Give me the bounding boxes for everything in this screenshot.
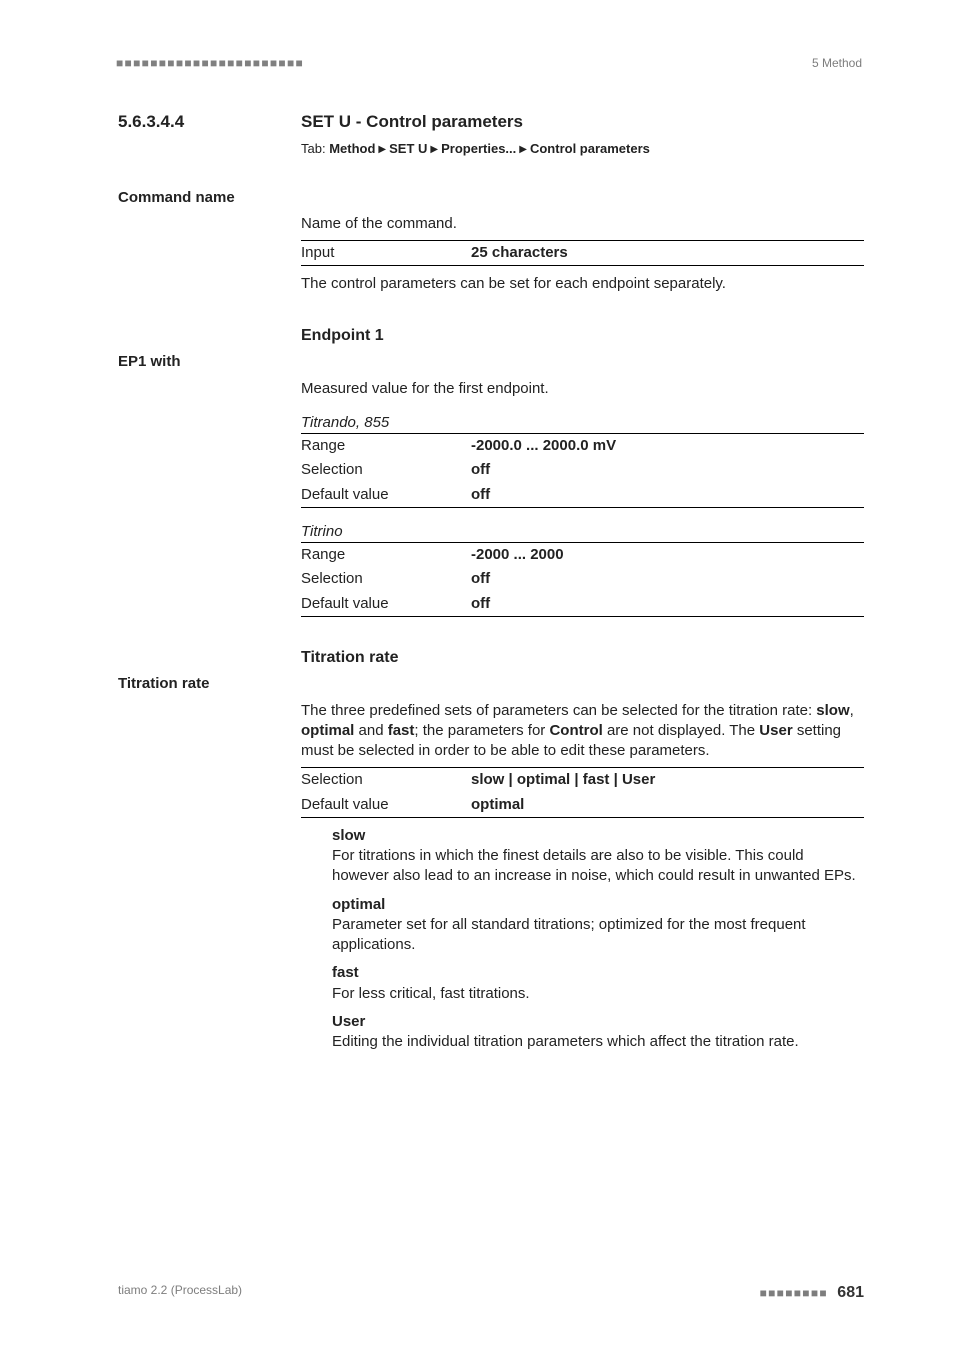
- field-ep1-with: EP1 with Measured value for the first en…: [118, 352, 864, 617]
- breadcrumb: Tab: Method▶SET U▶Properties...▶Control …: [301, 140, 864, 158]
- footer-page: ■■■■■■■■ 681: [760, 1282, 864, 1304]
- param-group-title: Titrino: [301, 522, 864, 542]
- subheading-titration-rate: Titration rate: [301, 647, 864, 669]
- page-footer: tiamo 2.2 (ProcessLab) ■■■■■■■■ 681: [118, 1282, 864, 1304]
- param-value: 25 characters: [471, 243, 864, 263]
- definition-body: For titrations in which the finest detai…: [332, 846, 864, 887]
- param-key: Selection: [301, 569, 471, 589]
- field-titration-rate: Titration rate The three predefined sets…: [118, 674, 864, 1052]
- definition-body: Parameter set for all standard titration…: [332, 915, 864, 956]
- field-description: Name of the command.: [301, 214, 864, 234]
- field-label: Titration rate: [118, 674, 864, 694]
- breadcrumb-path: Method▶SET U▶Properties...▶Control param…: [329, 141, 650, 156]
- header-dashes: ■■■■■■■■■■■■■■■■■■■■■■: [116, 55, 304, 71]
- param-value: off: [471, 569, 864, 589]
- param-row: Selection off: [301, 458, 864, 482]
- param-value: optimal: [471, 795, 864, 815]
- definition-term: User: [332, 1012, 864, 1032]
- breadcrumb-prefix: Tab:: [301, 141, 326, 156]
- param-key: Range: [301, 436, 471, 456]
- param-value: -2000.0 ... 2000.0 mV: [471, 436, 864, 456]
- param-row: Range -2000.0 ... 2000.0 mV: [301, 433, 864, 458]
- param-key: Range: [301, 545, 471, 565]
- section-title: SET U - Control parameters: [301, 111, 523, 134]
- section-number: 5.6.3.4.4: [118, 111, 273, 134]
- field-description: Measured value for the first endpoint.: [301, 379, 864, 399]
- definitions-list: slowFor titrations in which the finest d…: [332, 826, 864, 1053]
- footer-dashes: ■■■■■■■■: [760, 1286, 828, 1300]
- definition-body: For less critical, fast titrations.: [332, 984, 864, 1004]
- param-row: Range -2000 ... 2000: [301, 542, 864, 567]
- param-value: off: [471, 460, 864, 480]
- footer-left: tiamo 2.2 (ProcessLab): [118, 1282, 242, 1304]
- field-label: Command name: [118, 188, 864, 208]
- subheading-endpoint1: Endpoint 1: [301, 325, 864, 347]
- header-chapter: 5 Method: [812, 55, 862, 71]
- page-header: ■■■■■■■■■■■■■■■■■■■■■■ 5 Method: [116, 55, 862, 71]
- param-row: Default value off: [301, 592, 864, 617]
- param-key: Selection: [301, 770, 471, 790]
- definition-term: fast: [332, 963, 864, 983]
- param-value: off: [471, 485, 864, 505]
- param-group-title: Titrando, 855: [301, 413, 864, 433]
- field-note: The control parameters can be set for ea…: [301, 274, 864, 294]
- param-row: Selection slow | optimal | fast | User: [301, 767, 864, 792]
- param-row: Default value off: [301, 483, 864, 508]
- param-row: Input 25 characters: [301, 240, 864, 266]
- definition-body: Editing the individual titration paramet…: [332, 1032, 864, 1052]
- field-label: EP1 with: [118, 352, 864, 372]
- param-value: -2000 ... 2000: [471, 545, 864, 565]
- field-description: The three predefined sets of parameters …: [301, 701, 864, 762]
- definition-term: optimal: [332, 895, 864, 915]
- param-key: Selection: [301, 460, 471, 480]
- param-row: Selection off: [301, 567, 864, 591]
- param-key: Default value: [301, 485, 471, 505]
- param-key: Default value: [301, 594, 471, 614]
- param-key: Default value: [301, 795, 471, 815]
- page-number: 681: [837, 1284, 864, 1301]
- param-row: Default value optimal: [301, 793, 864, 818]
- field-command-name: Command name Name of the command. Input …: [118, 188, 864, 295]
- param-value: slow | optimal | fast | User: [471, 770, 864, 790]
- param-key: Input: [301, 243, 471, 263]
- param-value: off: [471, 594, 864, 614]
- section-heading: 5.6.3.4.4 SET U - Control parameters: [118, 111, 864, 134]
- definition-term: slow: [332, 826, 864, 846]
